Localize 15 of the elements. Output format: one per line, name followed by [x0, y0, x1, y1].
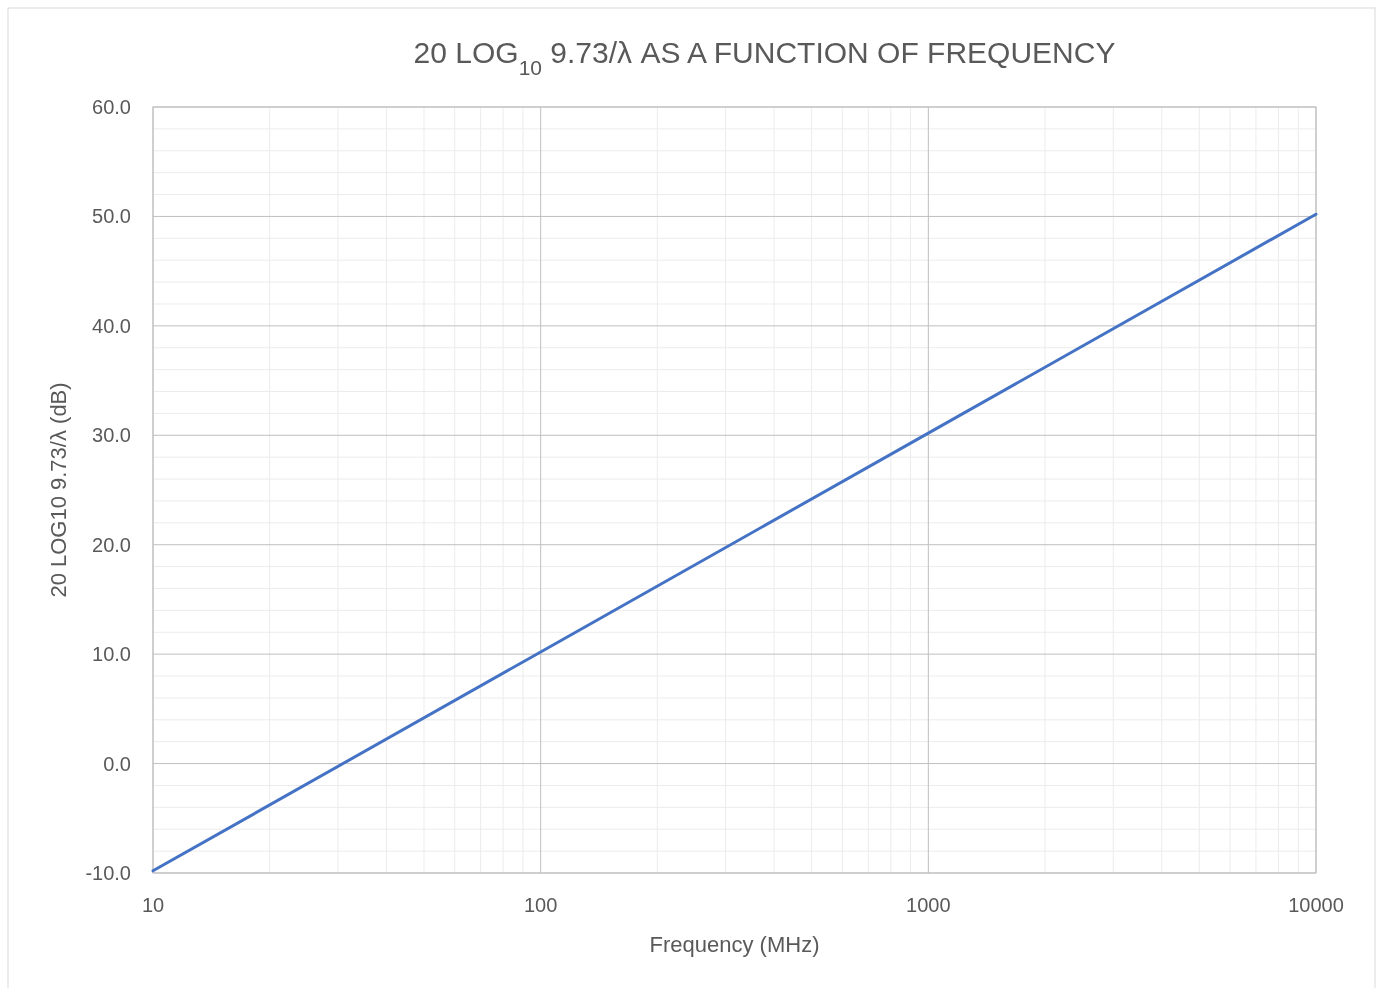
y-axis-title: 20 LOG10 9.73/λ (dB)	[46, 382, 71, 598]
y-tick-label: 10.0	[92, 643, 131, 666]
x-tick-label: 10000	[1288, 894, 1344, 916]
y-tick-label: -10.0	[85, 862, 131, 884]
x-tick-label: 10	[141, 894, 165, 916]
x-tick-label: 100	[523, 894, 558, 916]
y-tick-label: 60.0	[92, 96, 131, 118]
y-tick-label: 20.0	[92, 533, 131, 556]
chart-title: 20 LOG$_{10}$ 9.73/λ AS A FUNCTION OF FREQUENCY	[413, 36, 1116, 79]
y-tick-label: 40.0	[92, 314, 131, 337]
y-tick-label: 50.0	[92, 205, 131, 228]
y-tick-label: 30.0	[92, 424, 131, 447]
x-axis-title: Frequency (MHz)	[649, 932, 820, 957]
y-tick-label: 0.0	[103, 752, 131, 775]
x-tick-label: 1000	[906, 894, 951, 916]
